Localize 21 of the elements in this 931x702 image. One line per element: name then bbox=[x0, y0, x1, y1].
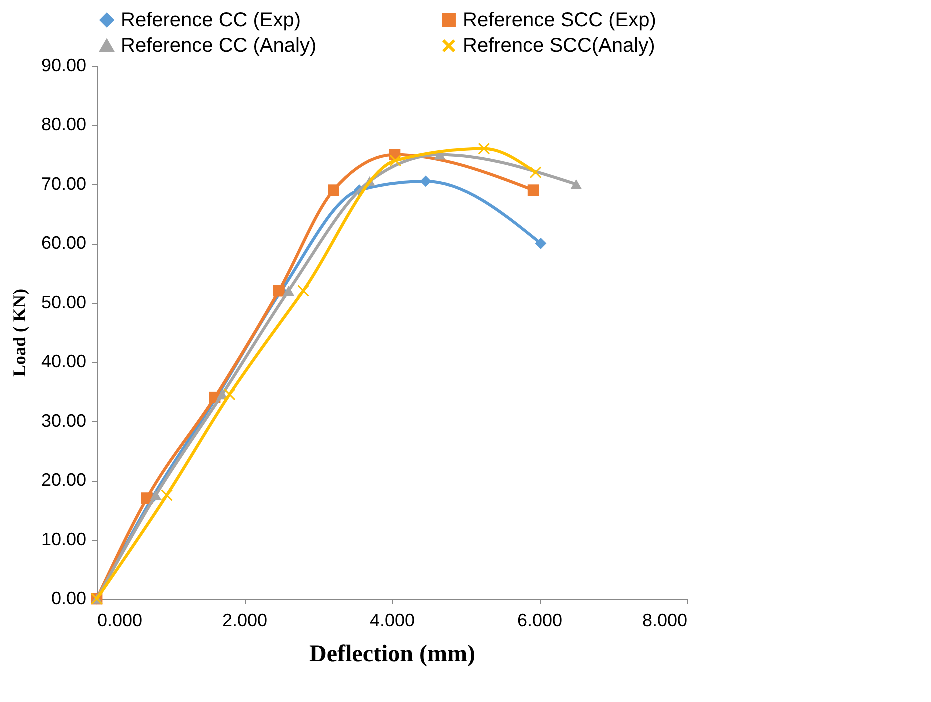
legend-label: Refrence SCC(Analy) bbox=[463, 35, 656, 57]
y-tick-label: 20.00 bbox=[41, 470, 86, 490]
y-tick-label: 10.00 bbox=[41, 529, 86, 550]
y-tick-label: 70.00 bbox=[41, 174, 86, 194]
x-axis-title: Deflection (mm) bbox=[310, 642, 476, 668]
legend-label: Reference SCC (Exp) bbox=[463, 9, 656, 32]
y-tick-label: 90.00 bbox=[41, 56, 86, 76]
legend-label: Reference CC (Analy) bbox=[121, 35, 317, 57]
x-tick-label: 0.000 bbox=[98, 610, 143, 630]
x-tick-label: 2.000 bbox=[222, 610, 268, 630]
x-tick-label: 6.000 bbox=[517, 610, 563, 630]
y-tick-label: 0.00 bbox=[51, 588, 86, 608]
y-tick-label: 50.00 bbox=[41, 292, 86, 312]
x-tick-label: 8.000 bbox=[642, 610, 688, 630]
y-tick-label: 40.00 bbox=[41, 352, 86, 372]
y-tick-label: 60.00 bbox=[41, 233, 86, 254]
legend-label: Reference CC (Exp) bbox=[121, 9, 302, 32]
y-axis-title: Load ( KN) bbox=[9, 288, 30, 378]
y-tick-label: 80.00 bbox=[41, 114, 86, 135]
y-tick-label: 30.00 bbox=[41, 410, 86, 431]
x-tick-label: 4.000 bbox=[370, 610, 416, 630]
